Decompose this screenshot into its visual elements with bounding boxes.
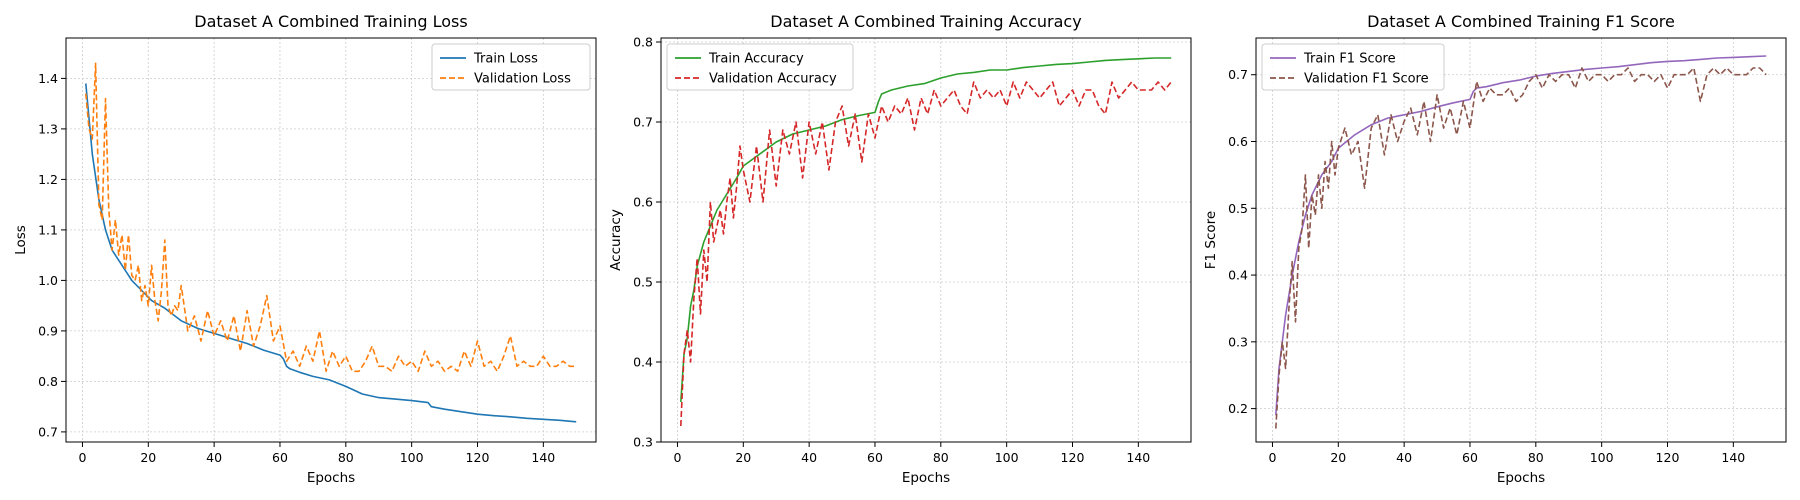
- loss-y-tick-label: 1.3: [38, 121, 58, 136]
- accuracy-ticks: 0 20 40 60 80 100 120 140 0.3 0.4 0.5 0.6 0.7 0.8: [633, 35, 1150, 466]
- loss-x-axis-label: Epochs: [307, 470, 355, 486]
- f1-y-tick-label: 0.3: [1228, 334, 1248, 349]
- loss-chart-title: Dataset A Combined Training Loss: [194, 12, 467, 31]
- accuracy-series: [680, 57, 1172, 427]
- loss-x-tick-label: 60: [272, 450, 288, 465]
- loss-x-tick-label: 40: [206, 450, 222, 465]
- loss-y-axis-label: Loss: [13, 225, 29, 255]
- loss-y-tick-label: 0.7: [38, 424, 58, 439]
- loss-ticks: 0 20 40 60 80 100 120 140 0.7 0.8 0.9 1.0 1.1 1.2 1.3 1…: [38, 71, 555, 465]
- f1-x-tick-label: 120: [1656, 450, 1680, 465]
- f1-legend-label: Validation F1 Score: [1304, 72, 1429, 87]
- f1-x-tick-label: 100: [1590, 450, 1614, 465]
- f1-plot-frame: [1255, 37, 1787, 443]
- f1-x-tick-label: 20: [1330, 450, 1346, 465]
- loss-series: [85, 62, 577, 423]
- accuracy-plot-frame: [660, 37, 1192, 443]
- loss-y-tick-label: 1.2: [38, 172, 58, 187]
- f1-x-tick-label: 60: [1462, 450, 1478, 465]
- accuracy-series-validation-line: [680, 81, 1172, 427]
- loss-legend-label: Validation Loss: [474, 72, 571, 87]
- f1-y-tick-label: 0.6: [1228, 134, 1248, 149]
- loss-x-tick-label: 140: [531, 450, 555, 465]
- loss-chart: Dataset A Combined Training Loss 0 20 40 60…: [13, 12, 597, 486]
- f1-x-axis-label: Epochs: [1497, 470, 1545, 486]
- accuracy-x-tick-label: 120: [1061, 450, 1085, 465]
- accuracy-x-tick-label: 0: [673, 450, 681, 465]
- loss-y-tick-label: 1.1: [38, 222, 58, 237]
- f1-legend-label: Train F1 Score: [1303, 52, 1396, 67]
- loss-x-tick-label: 80: [338, 450, 354, 465]
- accuracy-legend-label: Train Accuracy: [708, 52, 804, 67]
- loss-x-tick-label: 120: [466, 450, 490, 465]
- f1-y-tick-label: 0.2: [1228, 401, 1248, 416]
- accuracy-x-tick-label: 20: [735, 450, 751, 465]
- f1-x-tick-label: 40: [1396, 450, 1412, 465]
- accuracy-chart-title: Dataset A Combined Training Accuracy: [770, 12, 1081, 31]
- loss-y-tick-label: 1.4: [38, 71, 58, 86]
- f1-x-tick-label: 140: [1721, 450, 1745, 465]
- accuracy-y-tick-label: 0.8: [633, 35, 653, 50]
- f1-x-tick-label: 80: [1528, 450, 1544, 465]
- loss-x-tick-label: 100: [400, 450, 424, 465]
- loss-legend-label: Train Loss: [473, 52, 538, 67]
- f1-y-tick-label: 0.7: [1228, 67, 1248, 82]
- accuracy-y-tick-label: 0.3: [633, 435, 653, 450]
- f1-chart-title: Dataset A Combined Training F1 Score: [1367, 12, 1675, 31]
- accuracy-x-tick-label: 100: [995, 450, 1019, 465]
- accuracy-y-tick-label: 0.4: [633, 355, 653, 370]
- f1-y-axis-label: F1 Score: [1203, 211, 1219, 269]
- f1-grid: [1256, 38, 1786, 442]
- f1-ticks: 0 20 40 60 80 100 120 140 0.2 0.3 0.4 0.5 0.6 0.7: [1228, 67, 1745, 465]
- loss-legend: Train Loss Validation Loss: [431, 43, 591, 91]
- accuracy-chart: Dataset A Combined Training Accuracy 0 20…: [608, 12, 1192, 486]
- loss-y-tick-label: 1.0: [38, 273, 58, 288]
- accuracy-y-axis-label: Accuracy: [608, 209, 624, 271]
- f1-x-tick-label: 0: [1268, 450, 1276, 465]
- loss-x-tick-label: 20: [140, 450, 156, 465]
- accuracy-legend-label: Validation Accuracy: [709, 72, 837, 87]
- accuracy-series-train-line: [680, 57, 1172, 403]
- loss-plot-frame: [65, 37, 597, 443]
- loss-grid: [66, 38, 596, 442]
- f1-legend-box: [1261, 43, 1445, 91]
- loss-legend-box: [431, 43, 591, 91]
- f1-series-validation-line: [1275, 67, 1767, 429]
- accuracy-legend: Train Accuracy Validation Accuracy: [666, 43, 854, 91]
- accuracy-x-tick-label: 60: [867, 450, 883, 465]
- f1-y-tick-label: 0.5: [1228, 201, 1248, 216]
- accuracy-y-tick-label: 0.5: [633, 275, 653, 290]
- f1-chart: Dataset A Combined Training F1 Score 0 20…: [1203, 12, 1787, 486]
- f1-legend: Train F1 Score Validation F1 Score: [1261, 43, 1445, 91]
- accuracy-y-tick-label: 0.7: [633, 115, 653, 130]
- loss-series-train-line: [85, 83, 577, 423]
- f1-series: [1275, 55, 1767, 429]
- accuracy-x-tick-label: 80: [933, 450, 949, 465]
- accuracy-x-tick-label: 40: [801, 450, 817, 465]
- accuracy-y-tick-label: 0.6: [633, 195, 653, 210]
- accuracy-x-axis-label: Epochs: [902, 470, 950, 486]
- accuracy-grid: [661, 38, 1191, 443]
- accuracy-x-tick-label: 140: [1126, 450, 1150, 465]
- loss-x-tick-label: 0: [78, 450, 86, 465]
- loss-series-validation-line: [85, 62, 577, 373]
- accuracy-legend-box: [666, 43, 854, 91]
- loss-y-tick-label: 0.8: [38, 374, 58, 389]
- loss-y-tick-label: 0.9: [38, 323, 58, 338]
- f1-y-tick-label: 0.4: [1228, 268, 1248, 283]
